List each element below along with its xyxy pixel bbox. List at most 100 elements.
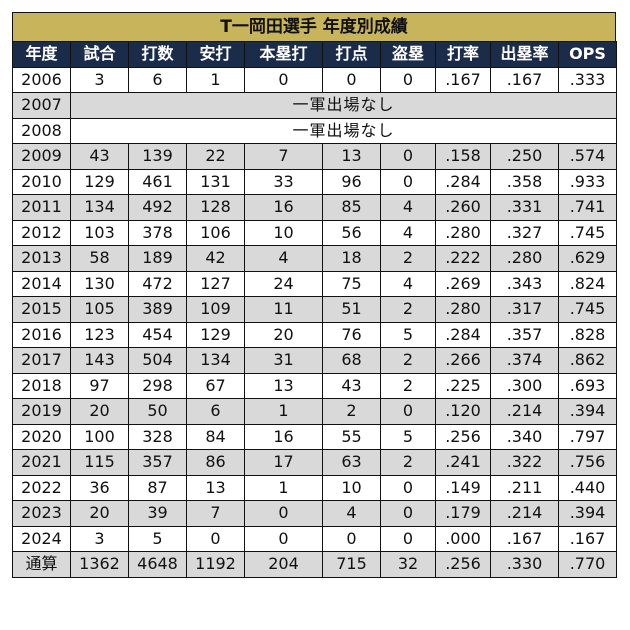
stat-cell: .745 bbox=[558, 296, 617, 323]
stat-cell: 36 bbox=[70, 474, 129, 501]
stat-cell: 357 bbox=[128, 449, 187, 476]
stat-cell: .322 bbox=[490, 449, 559, 476]
stat-cell: .211 bbox=[490, 474, 559, 501]
stat-cell: 128 bbox=[186, 194, 245, 221]
table-row: 2011 134 492 128 16 85 4.260.331.741 bbox=[12, 194, 617, 221]
stat-cell: .357 bbox=[490, 321, 559, 348]
stat-cell: 76 bbox=[322, 321, 381, 348]
stat-cell: 131 bbox=[186, 168, 245, 195]
stat-cell: 0 bbox=[380, 168, 436, 195]
total-cell: 1362 bbox=[70, 551, 129, 578]
stat-cell: 20 bbox=[70, 500, 129, 527]
stat-cell: .797 bbox=[558, 423, 617, 450]
column-header: 出塁率 bbox=[490, 41, 559, 68]
stat-cell: 189 bbox=[128, 245, 187, 272]
stat-cell: .241 bbox=[435, 449, 491, 476]
column-header: 盗塁 bbox=[380, 41, 436, 68]
header-row: 年度 試合 打数 安打 本塁打 打点 盗塁 打率 出塁率 OPS bbox=[12, 41, 617, 68]
stat-cell: .260 bbox=[435, 194, 491, 221]
stat-cell: .266 bbox=[435, 347, 491, 374]
stat-cell: 105 bbox=[70, 296, 129, 323]
stat-cell: 2 bbox=[380, 372, 436, 399]
stat-cell: 3 bbox=[70, 66, 129, 93]
stat-cell: 10 bbox=[244, 219, 323, 246]
column-header: 打点 bbox=[322, 41, 381, 68]
year-cell: 2018 bbox=[12, 372, 71, 399]
stat-cell: 20 bbox=[244, 321, 323, 348]
stat-cell: 298 bbox=[128, 372, 187, 399]
stat-cell: 5 bbox=[380, 423, 436, 450]
year-cell: 2017 bbox=[12, 347, 71, 374]
year-cell: 2016 bbox=[12, 321, 71, 348]
table-row: 2022 36 87 13 1 10 0.149.211.440 bbox=[12, 474, 617, 501]
stat-cell: 56 bbox=[322, 219, 381, 246]
stat-cell: .214 bbox=[490, 500, 559, 527]
stat-cell: 16 bbox=[244, 194, 323, 221]
stat-cell: .828 bbox=[558, 321, 617, 348]
table-row: 2006 3 6 1 0 0 0.167.167.333 bbox=[12, 66, 617, 93]
stat-cell: 0 bbox=[380, 474, 436, 501]
stat-cell: 24 bbox=[244, 270, 323, 297]
stat-cell: 109 bbox=[186, 296, 245, 323]
no-appearance-note: 一軍出場なし bbox=[70, 92, 617, 119]
year-cell: 2009 bbox=[12, 143, 71, 170]
stat-cell: 33 bbox=[244, 168, 323, 195]
year-cell: 2020 bbox=[12, 423, 71, 450]
stat-cell: .158 bbox=[435, 143, 491, 170]
stat-cell: 1 bbox=[244, 398, 323, 425]
table-row: 2012 103 378 106 10 56 4.280.327.745 bbox=[12, 219, 617, 246]
stat-cell: 139 bbox=[128, 143, 187, 170]
stat-cell: .394 bbox=[558, 500, 617, 527]
stat-cell: 115 bbox=[70, 449, 129, 476]
stat-cell: .250 bbox=[490, 143, 559, 170]
stat-cell: 378 bbox=[128, 219, 187, 246]
stat-cell: 0 bbox=[322, 66, 381, 93]
stat-cell: .862 bbox=[558, 347, 617, 374]
stat-cell: .167 bbox=[490, 66, 559, 93]
stat-cell: .284 bbox=[435, 168, 491, 195]
stat-cell: 0 bbox=[380, 143, 436, 170]
stat-cell: 2 bbox=[380, 296, 436, 323]
table-row: 2018 97 298 67 13 43 2.225.300.693 bbox=[12, 372, 617, 399]
stat-cell: .256 bbox=[435, 423, 491, 450]
year-cell: 2021 bbox=[12, 449, 71, 476]
stat-cell: 127 bbox=[186, 270, 245, 297]
total-cell: 4648 bbox=[128, 551, 187, 578]
stat-cell: 39 bbox=[128, 500, 187, 527]
stat-cell: 58 bbox=[70, 245, 129, 272]
column-header: 試合 bbox=[70, 41, 129, 68]
table-row: 2019 20 50 6 1 2 0.120.214.394 bbox=[12, 398, 617, 425]
stat-cell: 103 bbox=[70, 219, 129, 246]
stat-cell: .167 bbox=[490, 525, 559, 552]
stat-cell: .214 bbox=[490, 398, 559, 425]
column-header: 打数 bbox=[128, 41, 187, 68]
total-cell: .330 bbox=[490, 551, 559, 578]
year-cell: 2013 bbox=[12, 245, 71, 272]
stat-cell: 504 bbox=[128, 347, 187, 374]
stat-cell: .280 bbox=[435, 296, 491, 323]
stat-cell: 86 bbox=[186, 449, 245, 476]
stat-cell: 87 bbox=[128, 474, 187, 501]
table-title: T一岡田選手 年度別成績 bbox=[12, 12, 616, 41]
column-header: OPS bbox=[558, 41, 617, 68]
column-header: 本塁打 bbox=[244, 41, 323, 68]
stats-sheet: T一岡田選手 年度別成績 年度 試合 打数 安打 本塁打 打点 盗塁 打率 出塁率 OPS 200… bbox=[12, 12, 617, 578]
stat-cell: .374 bbox=[490, 347, 559, 374]
stat-cell: 97 bbox=[70, 372, 129, 399]
totals-label: 通算 bbox=[12, 551, 71, 578]
year-cell: 2012 bbox=[12, 219, 71, 246]
stat-cell: 4 bbox=[244, 245, 323, 272]
stat-cell: 42 bbox=[186, 245, 245, 272]
stat-cell: .317 bbox=[490, 296, 559, 323]
stat-cell: 123 bbox=[70, 321, 129, 348]
table-row: 2007 一軍出場なし bbox=[12, 92, 617, 119]
table-row: 2013 58 189 42 4 18 2.222.280.629 bbox=[12, 245, 617, 272]
stat-cell: .440 bbox=[558, 474, 617, 501]
stat-cell: .300 bbox=[490, 372, 559, 399]
stat-cell: .284 bbox=[435, 321, 491, 348]
stat-cell: .167 bbox=[558, 525, 617, 552]
stat-cell: 4 bbox=[380, 219, 436, 246]
stat-cell: 0 bbox=[380, 398, 436, 425]
column-header: 打率 bbox=[435, 41, 491, 68]
stat-cell: 4 bbox=[380, 194, 436, 221]
